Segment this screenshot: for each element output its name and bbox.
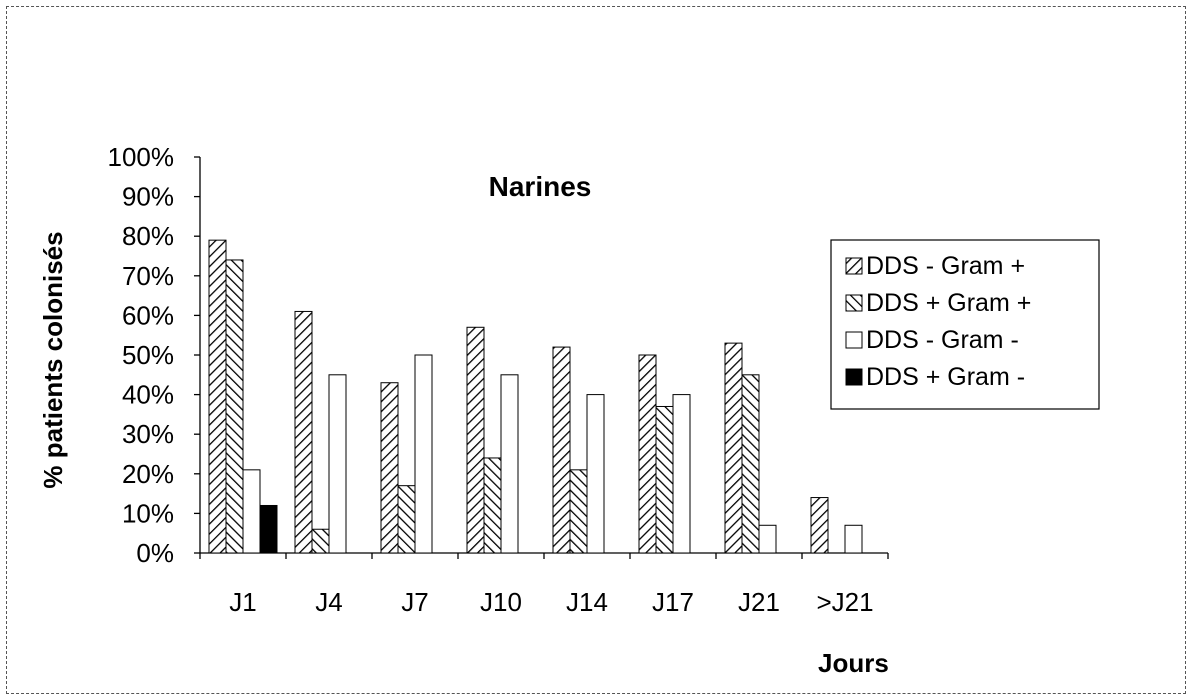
bar: [810, 497, 829, 554]
legend-box: [830, 239, 1100, 410]
y-tick-label: 20%: [122, 459, 174, 489]
bar: [672, 394, 691, 554]
legend-label: DDS - Gram -: [866, 326, 1019, 354]
legend-swatch: [845, 331, 863, 349]
x-tick-label: J14: [566, 587, 608, 617]
bar: [397, 485, 416, 554]
bar: [294, 310, 313, 554]
y-tick-label: 0%: [136, 538, 174, 568]
bar: [500, 374, 519, 554]
bar: [655, 405, 674, 554]
y-tick-label: 30%: [122, 419, 174, 449]
bar: [242, 469, 261, 554]
bar: [741, 374, 760, 554]
bar: [380, 382, 399, 554]
legend-label: DDS + Gram -: [866, 363, 1025, 391]
y-tick-label: 80%: [122, 221, 174, 251]
bar: [569, 469, 588, 554]
chart-frame: [6, 6, 1186, 694]
x-tick-label: J7: [401, 587, 428, 617]
y-tick-label: 10%: [122, 498, 174, 528]
bar: [844, 524, 863, 554]
bar: [311, 528, 330, 554]
y-tick-label: 100%: [108, 142, 175, 172]
bar: [208, 239, 227, 554]
bar: [414, 354, 433, 554]
x-tick-label: J10: [480, 587, 522, 617]
bar: [638, 354, 657, 554]
chart-title: Narines: [489, 171, 592, 202]
legend-label: DDS - Gram +: [866, 252, 1025, 280]
bar: [758, 524, 777, 554]
y-axis-label: % patients colonisés: [38, 231, 68, 488]
bar: [225, 259, 244, 554]
bar: [259, 504, 278, 554]
bar: [328, 374, 347, 554]
bar: [724, 342, 743, 554]
bar: [466, 326, 485, 554]
y-tick-label: 70%: [122, 261, 174, 291]
bar: [483, 457, 502, 554]
x-tick-label: J1: [229, 587, 256, 617]
plot-area: 0% 10% 20% 30% 40% 50% 60% 70% 80% 90% 100% J1 J4 J7 J…: [108, 142, 889, 617]
legend-swatch: [845, 257, 863, 275]
y-tick-label: 60%: [122, 300, 174, 330]
x-tick-label: >J21: [816, 587, 873, 617]
legend-label: DDS + Gram +: [866, 289, 1031, 317]
legend: DDS - Gram + DDS + Gram + DDS - Gram - DDS …: [830, 239, 1100, 410]
legend-swatch: [845, 368, 863, 386]
x-tick-label: J21: [738, 587, 780, 617]
bar: [552, 346, 571, 554]
y-tick-label: 40%: [122, 380, 174, 410]
legend-swatch: [845, 294, 863, 312]
y-tick-label: 90%: [122, 182, 174, 212]
x-tick-label: J4: [315, 587, 342, 617]
bar: [586, 394, 605, 554]
x-tick-label: J17: [652, 587, 694, 617]
x-axis-label: Jours: [818, 648, 889, 678]
y-tick-label: 50%: [122, 340, 174, 370]
